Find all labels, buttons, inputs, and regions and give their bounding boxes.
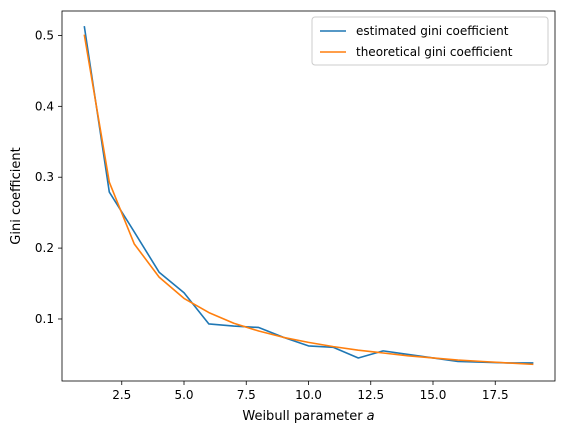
legend: estimated gini coefficient theoretical gi… [311, 16, 549, 66]
x-tick-label: 12.5 [357, 388, 384, 402]
y-tick-label: 0.4 [35, 99, 54, 113]
series-layer [83, 26, 534, 366]
x-tick-label: 17.5 [482, 388, 509, 402]
x-axis: 2.5 5.0 7.5 10.0 12.5 15.0 17.5 [112, 381, 509, 402]
x-tick-label: 7.5 [237, 388, 256, 402]
legend-label: theoretical gini coefficient [356, 45, 513, 59]
y-tick-label: 0.3 [35, 170, 54, 184]
series-line-theoretical [83, 34, 534, 366]
y-axis-label: Gini coefficient [9, 147, 24, 244]
legend-box [311, 16, 549, 66]
x-tick-label: 2.5 [112, 388, 131, 402]
y-axis: 0.1 0.2 0.3 0.4 0.5 [35, 28, 62, 326]
x-tick-label: 10.0 [295, 388, 322, 402]
legend-label: estimated gini coefficient [356, 24, 509, 38]
y-tick-label: 0.1 [35, 312, 54, 326]
series-line-estimated [83, 26, 534, 364]
x-tick-label: 15.0 [420, 388, 447, 402]
x-tick-label: 5.0 [174, 388, 193, 402]
y-tick-label: 0.5 [35, 28, 54, 42]
y-tick-label: 0.2 [35, 241, 54, 255]
x-axis-label: Weibull parameter a [242, 409, 374, 424]
